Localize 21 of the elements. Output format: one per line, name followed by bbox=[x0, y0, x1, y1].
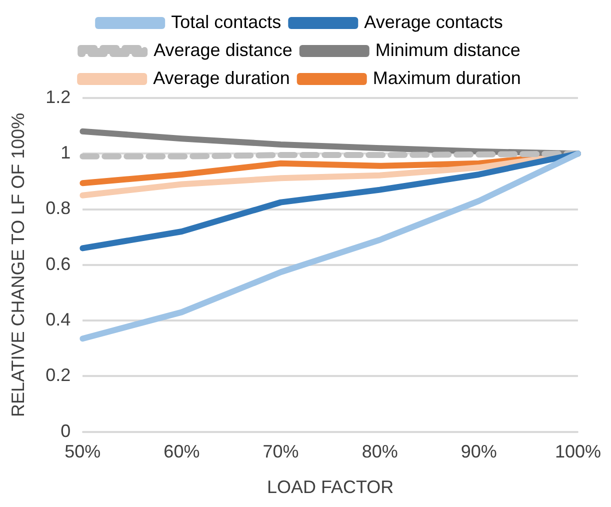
legend-label: Maximum duration bbox=[372, 68, 521, 88]
y-tick-label: 1 bbox=[60, 142, 71, 163]
x-tick-label: 100% bbox=[554, 442, 602, 462]
y-tick-label: 0.6 bbox=[46, 254, 71, 274]
y-tick-label: 0.2 bbox=[46, 365, 71, 386]
y-tick-label: 1.2 bbox=[46, 86, 71, 107]
x-axis-title: LOAD FACTOR bbox=[266, 477, 394, 498]
legend-label: Average distance bbox=[154, 40, 292, 60]
x-tick-label: 70% bbox=[262, 442, 299, 462]
legend-label: Average duration bbox=[153, 68, 290, 88]
x-tick-label: 60% bbox=[164, 442, 200, 462]
y-tick-label: 0.4 bbox=[46, 310, 71, 330]
y-tick-label: 0.8 bbox=[46, 198, 71, 218]
legend-label: Minimum distance bbox=[375, 40, 520, 60]
legend-label: Average contacts bbox=[364, 12, 503, 32]
y-tick-label: 0 bbox=[60, 420, 71, 441]
x-tick-label: 50% bbox=[64, 442, 101, 462]
x-tick-label: 80% bbox=[362, 442, 398, 462]
y-axis-title: RELATIVE CHANGE TO LF OF 100% bbox=[8, 112, 28, 417]
legend-label: Total contacts bbox=[171, 12, 282, 32]
x-tick-label: 90% bbox=[460, 442, 497, 462]
